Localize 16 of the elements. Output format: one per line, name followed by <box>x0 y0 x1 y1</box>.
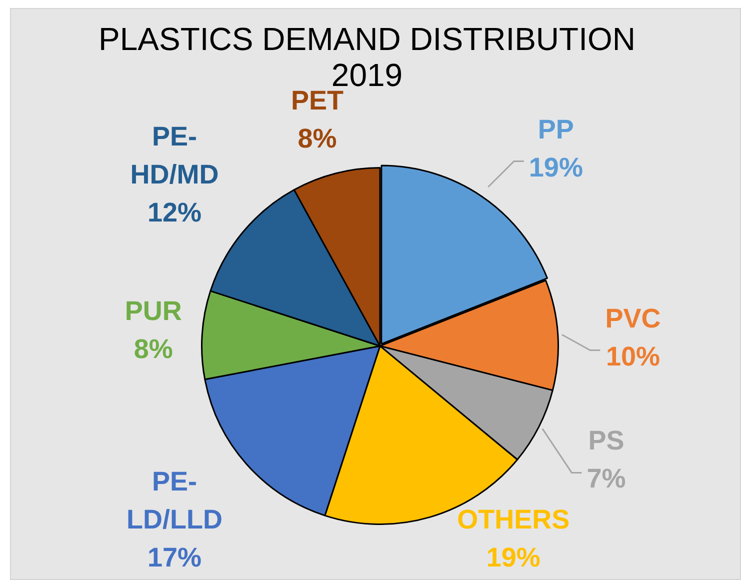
slice-label: PS <box>588 426 624 456</box>
data-label: 8% <box>298 123 337 154</box>
slice-label: PUR <box>124 296 182 326</box>
data-label: 12% <box>148 197 202 228</box>
slice-label: PP <box>538 114 574 144</box>
slice-label: OTHERS <box>457 504 570 534</box>
data-label: 17% <box>147 542 202 572</box>
data-label: 8% <box>134 334 173 364</box>
slice-label: PET <box>290 85 344 116</box>
data-label: 10% <box>606 341 660 372</box>
data-label: 7% <box>586 464 626 494</box>
slice-label: PE-HD/MD <box>130 121 219 190</box>
slice-label: PVC <box>605 303 661 334</box>
data-label: 19% <box>528 152 583 182</box>
data-label: 19% <box>486 542 540 572</box>
slice-label: PE-LD/LLD <box>126 466 222 534</box>
